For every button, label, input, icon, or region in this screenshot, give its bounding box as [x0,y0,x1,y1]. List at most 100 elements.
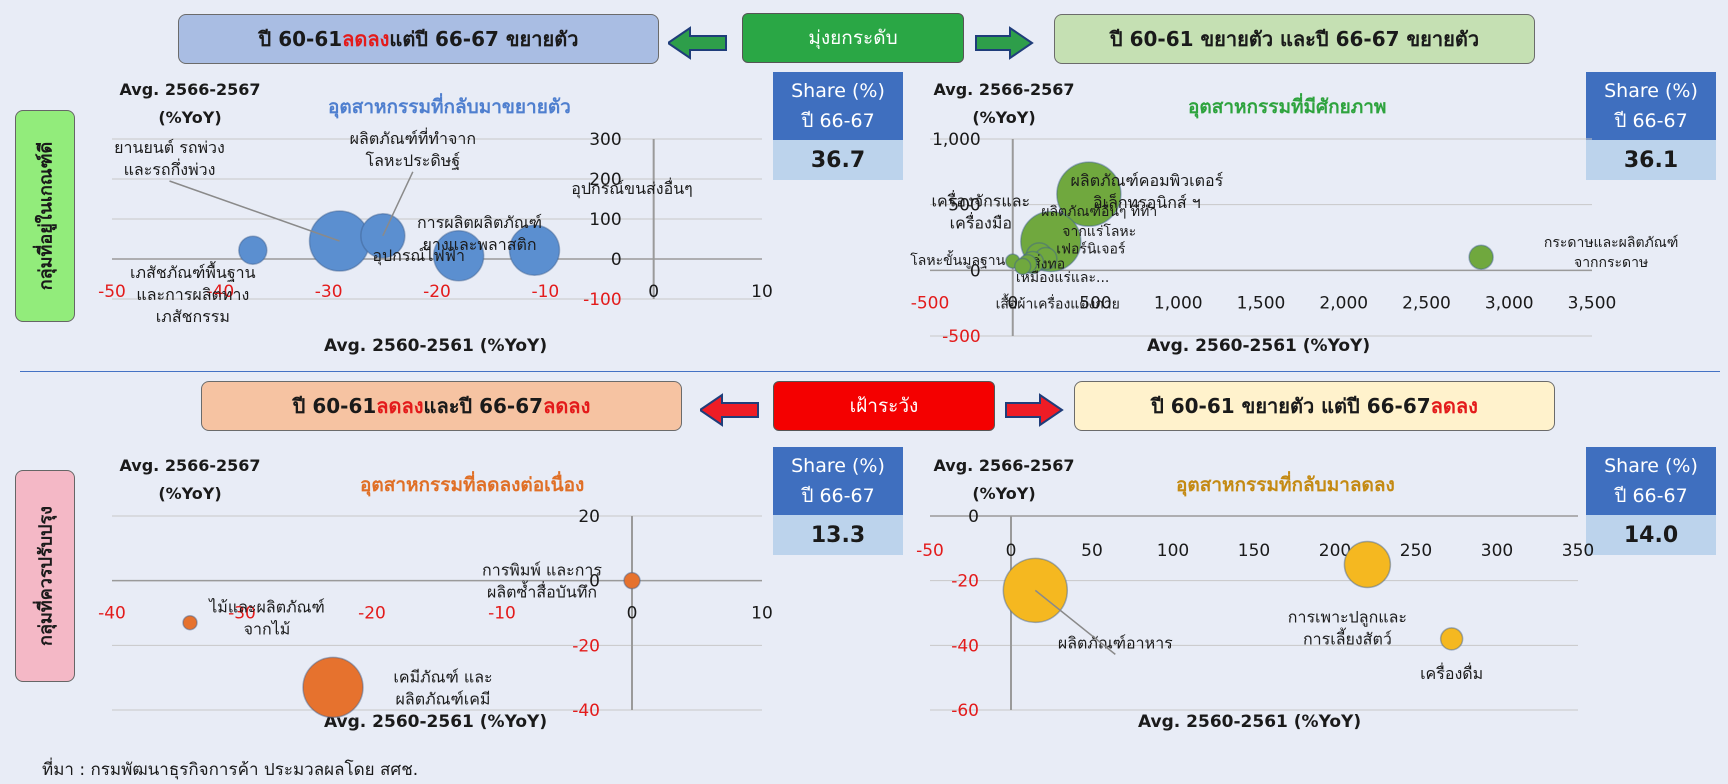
y-tick-label: -60 [951,701,979,721]
data-label: กระดาษและผลิตภัณฑ์ [1544,234,1679,251]
data-label: การพิมพ์ และการ [482,561,602,580]
y-tick-label: 500 [948,196,980,216]
data-label: ยานยนต์ รถพ่วง [114,138,225,157]
share-label: Share (%) [791,455,885,477]
arrow-right-red-icon [1005,393,1064,427]
data-label: และรถกึ่งพ่วง [124,158,216,179]
data-label: เครื่องจักรและ [932,189,1031,210]
data-label: เฟอร์นิเจอร์ [1056,241,1126,258]
x-tick-label: 0 [627,604,638,624]
header-top-left-p1: ปี 60-61 [258,27,343,51]
data-label: เหมืองแร่และ... [1016,270,1110,286]
x-tick-label: -30 [228,604,256,624]
x-tick-label: -40 [98,604,126,624]
x-axis-label-tl: Avg. 2560-2561 (%YoY) [324,336,548,356]
x-tick-label: 10 [751,282,773,302]
chart-title-tr: อุตสาหกรรมที่มีศักยภาพ [1188,96,1387,118]
y-tick-label: 0 [611,250,622,270]
y-tick-label: -20 [951,572,979,592]
y-tick-label: 1,000 [932,130,981,150]
data-label: เสื้อผ้าเครื่องแต่งกาย [996,293,1120,312]
x-tick-label: 1,000 [1154,293,1203,313]
x-tick-label: -20 [358,604,386,624]
header-bottom-left: ปี 60-61 ลดลง และปี 66-67 ลดลง [201,381,682,431]
header-bottom-right: ปี 60-61 ขยายตัว แต่ปี 66-67 ลดลง [1074,381,1555,431]
side-label-good: กลุ่มที่อยู่ในเกณฑ์ดี [15,110,75,322]
data-label: เภสัชกรรม [156,307,230,326]
header-top-left-p3: แต่ปี 66-67 ขยายตัว [389,27,579,51]
x-tick-label: -500 [911,293,950,313]
y-axis-label-tr: Avg. 2566-2567 (%YoY) [924,76,1084,132]
header-bottom-left-p4: ลดลง [543,394,591,418]
x-tick-label: -20 [423,282,451,302]
x-tick-label: 200 [1319,541,1351,561]
data-label: เคมีภัณฑ์ และ [393,667,492,686]
share-period: ปี 66-67 [1614,110,1688,132]
share-period: ปี 66-67 [801,485,875,507]
data-label: การเพาะปลูกและ [1288,608,1407,628]
data-label: ผลิตภัณฑ์อาหาร [1058,633,1173,652]
bubble [432,230,485,282]
arrow-left-red-icon [700,393,759,427]
bubble [302,656,364,719]
x-tick-label: -10 [531,282,559,302]
y-axis-label-line1: Avg. 2566-2567 [933,80,1075,99]
x-tick-label: -50 [98,282,126,302]
x-tick-label: 3,000 [1485,293,1534,313]
data-label: อุปกรณ์ขนส่งอื่นๆ [571,177,692,199]
share-value: 36.1 [1586,140,1716,180]
share-value: 36.7 [773,140,903,180]
x-axis-label-bl: Avg. 2560-2561 (%YoY) [324,712,548,732]
y-tick-label: -100 [583,290,622,310]
data-label: การเลี้ยงสัตว์ [1303,628,1392,649]
x-tick-label: 2,500 [1402,293,1451,313]
share-value: 13.3 [773,515,903,555]
header-bottom-left-p1: ปี 60-61 [292,394,377,418]
header-top-left-p2: ลดลง [342,27,390,51]
y-axis-label-br: Avg. 2566-2567 (%YoY) [924,452,1084,508]
x-tick-label: 10 [751,604,773,624]
bubble [182,614,198,631]
x-tick-label: -10 [488,604,516,624]
share-label: Share (%) [791,80,885,102]
x-tick-label: -50 [916,541,944,561]
bubble [1056,161,1122,227]
x-tick-label: 1,500 [1237,293,1286,313]
data-label: จากแร่โลหะ [1062,223,1136,240]
y-axis-label-line1: Avg. 2566-2567 [933,456,1075,475]
data-label: ผลิตภัณฑ์อื่นๆ ที่ทำ [1041,202,1157,220]
chart-title-tl: อุตสาหกรรมที่กลับมาขยายตัว [328,96,571,118]
x-tick-label: 0 [1007,293,1018,313]
share-value: 14.0 [1586,515,1716,555]
x-tick-label: 100 [1157,541,1189,561]
arrow-right-icon [975,26,1034,60]
y-tick-label: -40 [572,701,600,721]
header-top-center: มุ่งยกระดับ [742,13,964,63]
y-axis-label-line2: (%YoY) [158,484,222,503]
arrow-left-icon [668,26,727,60]
y-tick-label: 300 [589,130,621,150]
y-axis-label-bl: Avg. 2566-2567 (%YoY) [110,452,270,508]
share-period: ปี 66-67 [1614,485,1688,507]
header-top-right: ปี 60-61 ขยายตัว และปี 66-67 ขยายตัว [1054,14,1535,64]
bubble [1013,257,1032,276]
y-axis-label-line2: (%YoY) [972,484,1036,503]
x-tick-label: -30 [315,282,343,302]
bubble [1343,540,1392,589]
x-tick-label: 250 [1400,541,1432,561]
x-tick-label: 300 [1481,541,1513,561]
share-box-bl: Share (%) ปี 66-67 13.3 [773,447,903,555]
y-tick-label: -500 [942,327,981,347]
data-label: การผลิตผลิตภัณฑ์ [417,213,542,232]
y-tick-label: 20 [578,507,600,527]
x-tick-label: 350 [1562,541,1594,561]
x-tick-label: 0 [648,282,659,302]
share-label: Share (%) [1604,80,1698,102]
bubble [238,235,268,265]
y-axis-label-line1: Avg. 2566-2567 [119,456,261,475]
header-bottom-right-p2: ลดลง [1430,394,1478,418]
data-label: อุปกรณ์ไฟฟ้า [372,246,465,266]
x-tick-label: 2,000 [1319,293,1368,313]
data-label: โลหะขั้นมูลฐาน [910,250,1005,269]
